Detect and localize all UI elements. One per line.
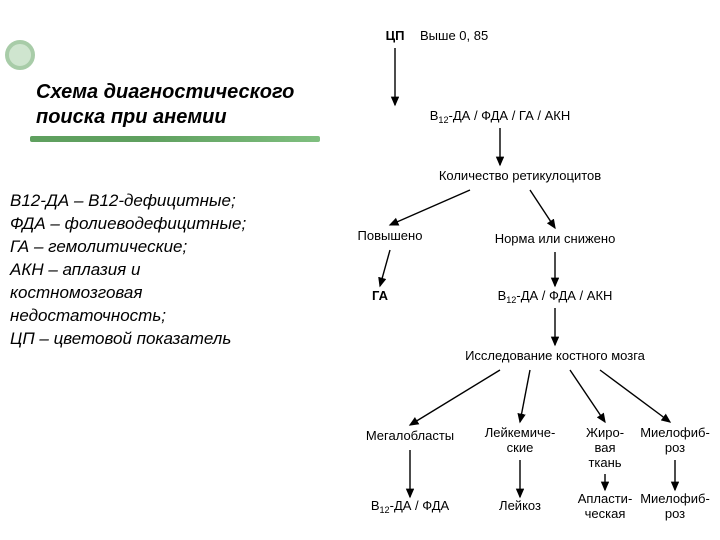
node-r3b: ческая	[585, 506, 626, 521]
node-r3a: Апласти-	[578, 491, 633, 506]
node-mf2: роз	[665, 440, 685, 455]
node-r4a: Миелофиб-	[640, 491, 710, 506]
node-leik2: ские	[507, 440, 534, 455]
node-cp_side: Выше 0, 85	[420, 28, 488, 43]
flowchart-diagram: ЦП Выше 0, 85 В12-ДА / ФДА / ГА / АКН Колич…	[0, 0, 720, 540]
flow-arrow	[380, 250, 390, 286]
node-mega: Мегалобласты	[366, 428, 454, 443]
node-zhir3: ткань	[588, 455, 621, 470]
node-leik1: Лейкемиче-	[485, 425, 556, 440]
node-zhir1: Жиро-	[586, 425, 624, 440]
flow-arrow	[390, 190, 470, 225]
node-n4: Исследование костного мозга	[465, 348, 646, 363]
node-n3: В12-ДА / ФДА / АКН	[498, 288, 613, 305]
node-norm: Норма или снижено	[495, 231, 616, 246]
node-cp: ЦП	[386, 28, 405, 43]
node-r2: Лейкоз	[499, 498, 541, 513]
flow-arrow	[410, 370, 500, 425]
node-n1: В12-ДА / ФДА / ГА / АКН	[430, 108, 571, 125]
node-pov: Повышено	[358, 228, 423, 243]
node-n2: Количество ретикулоцитов	[439, 168, 601, 183]
node-r1: В12-ДА / ФДА	[371, 498, 450, 515]
flow-arrow	[600, 370, 670, 422]
node-mf1: Миелофиб-	[640, 425, 710, 440]
node-r4b: роз	[665, 506, 685, 521]
node-zhir2: вая	[594, 440, 615, 455]
flow-arrow	[570, 370, 605, 422]
flow-arrow	[530, 190, 555, 228]
node-ga: ГА	[372, 288, 389, 303]
flow-arrow	[520, 370, 530, 422]
